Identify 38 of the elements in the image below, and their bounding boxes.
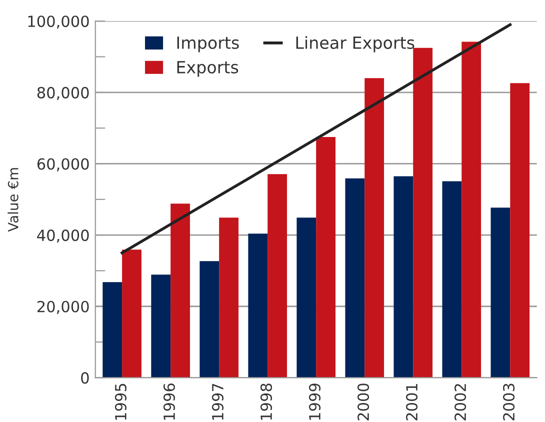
bar (200, 261, 220, 378)
x-tick-label: 2001 (406, 384, 418, 420)
x-tick-label: 1998 (260, 384, 272, 420)
y-axis-title: Value €m (8, 168, 18, 232)
bar (122, 250, 142, 378)
y-tick-label: 100,000 (28, 16, 89, 29)
legend-label: Imports (177, 36, 239, 52)
bar (170, 204, 190, 378)
bar (413, 48, 433, 378)
bar (151, 274, 171, 378)
legend-label: Exports (177, 61, 238, 77)
y-tick-label: 20,000 (37, 300, 89, 314)
bar (442, 181, 462, 378)
bar (462, 42, 482, 378)
x-tick-label: 1997 (212, 384, 224, 420)
y-tick-label: 60,000 (37, 158, 89, 172)
line-series (120, 23, 512, 254)
bar (345, 178, 365, 378)
bar (510, 83, 530, 378)
y-tick-label: 40,000 (37, 230, 89, 243)
bar (490, 208, 510, 378)
bar (102, 282, 122, 378)
bar (296, 218, 316, 378)
x-tick-label: 2000 (357, 384, 370, 420)
y-tick-label: 0 (81, 372, 89, 384)
x-tick-label: 2002 (454, 384, 466, 420)
x-tick-label: 1996 (163, 384, 175, 420)
y-tick-label: 80,000 (37, 86, 89, 100)
x-tick-label: 1999 (308, 384, 321, 420)
legend-label: Linear Exports (296, 36, 414, 52)
x-tick-label: 1995 (114, 384, 126, 420)
bar (268, 174, 287, 378)
bar (394, 176, 414, 378)
bar (316, 136, 336, 378)
bar (364, 78, 384, 378)
bar (219, 218, 238, 378)
x-tick-label: 2003 (503, 384, 515, 420)
bar (248, 234, 268, 378)
